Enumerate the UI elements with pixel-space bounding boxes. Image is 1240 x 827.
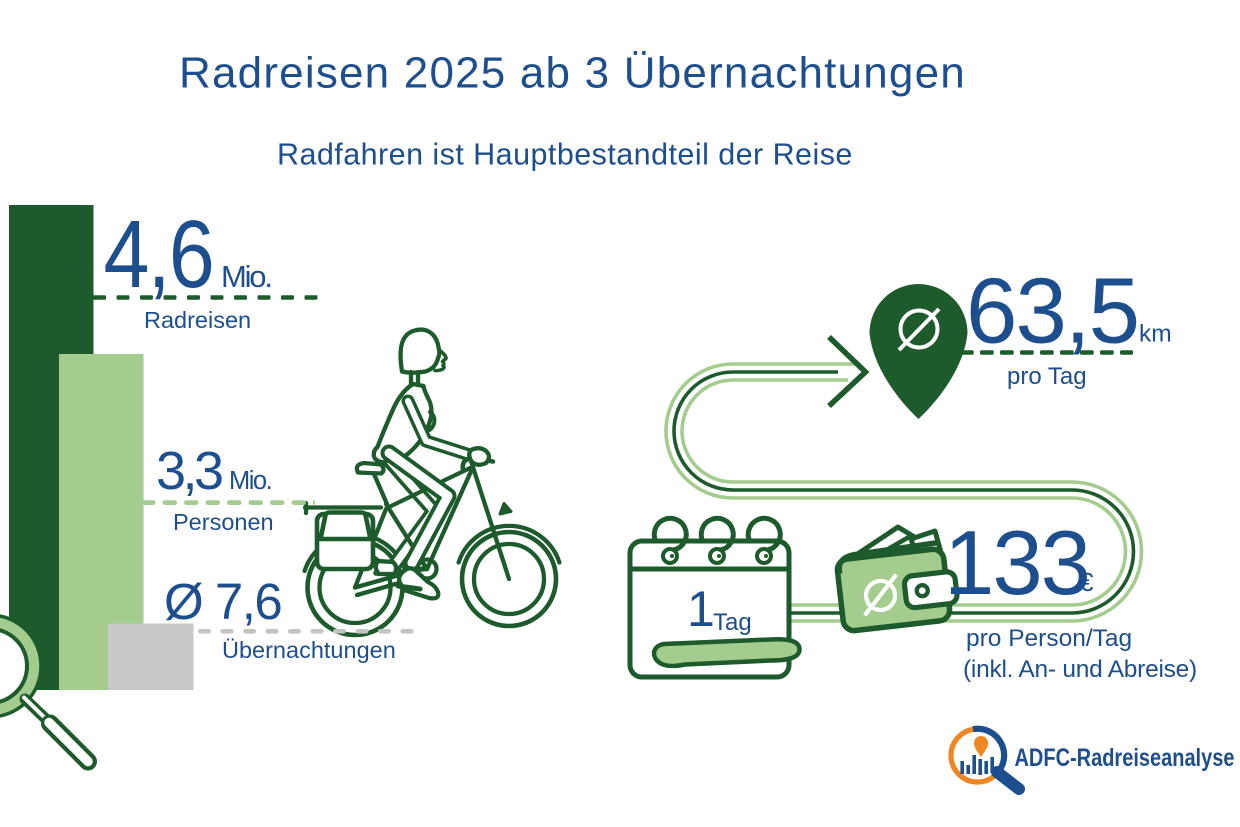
- svg-text:63,5: 63,5: [966, 259, 1138, 363]
- svg-text:Radreisen: Radreisen: [144, 307, 251, 333]
- svg-text:pro Person/Tag: pro Person/Tag: [966, 625, 1132, 652]
- svg-text:Personen: Personen: [173, 509, 274, 535]
- svg-text:km: km: [1139, 321, 1172, 348]
- svg-text:Tag: Tag: [713, 609, 752, 636]
- svg-text:Ø 7,6: Ø 7,6: [164, 573, 281, 630]
- svg-text:133: 133: [944, 513, 1089, 614]
- svg-text:Radreisen 2025 ab 3 Übernachtu: Radreisen 2025 ab 3 Übernachtungen: [179, 49, 966, 98]
- svg-text:1: 1: [687, 581, 715, 637]
- svg-text:Übernachtungen: Übernachtungen: [222, 637, 396, 663]
- svg-text:€: €: [1079, 567, 1094, 597]
- svg-text:Mio.: Mio.: [221, 259, 271, 294]
- svg-text:(inkl. An- und Abreise): (inkl. An- und Abreise): [963, 656, 1197, 683]
- svg-text:4,6: 4,6: [104, 200, 214, 307]
- svg-text:3,3: 3,3: [156, 441, 222, 501]
- svg-text:pro Tag: pro Tag: [1007, 363, 1087, 390]
- svg-text:Mio.: Mio.: [229, 467, 271, 495]
- svg-text:ADFC-Radreiseanalyse: ADFC-Radreiseanalyse: [1015, 744, 1235, 772]
- svg-text:Radfahren ist Hauptbestandteil: Radfahren ist Hauptbestandteil der Reise: [277, 138, 853, 172]
